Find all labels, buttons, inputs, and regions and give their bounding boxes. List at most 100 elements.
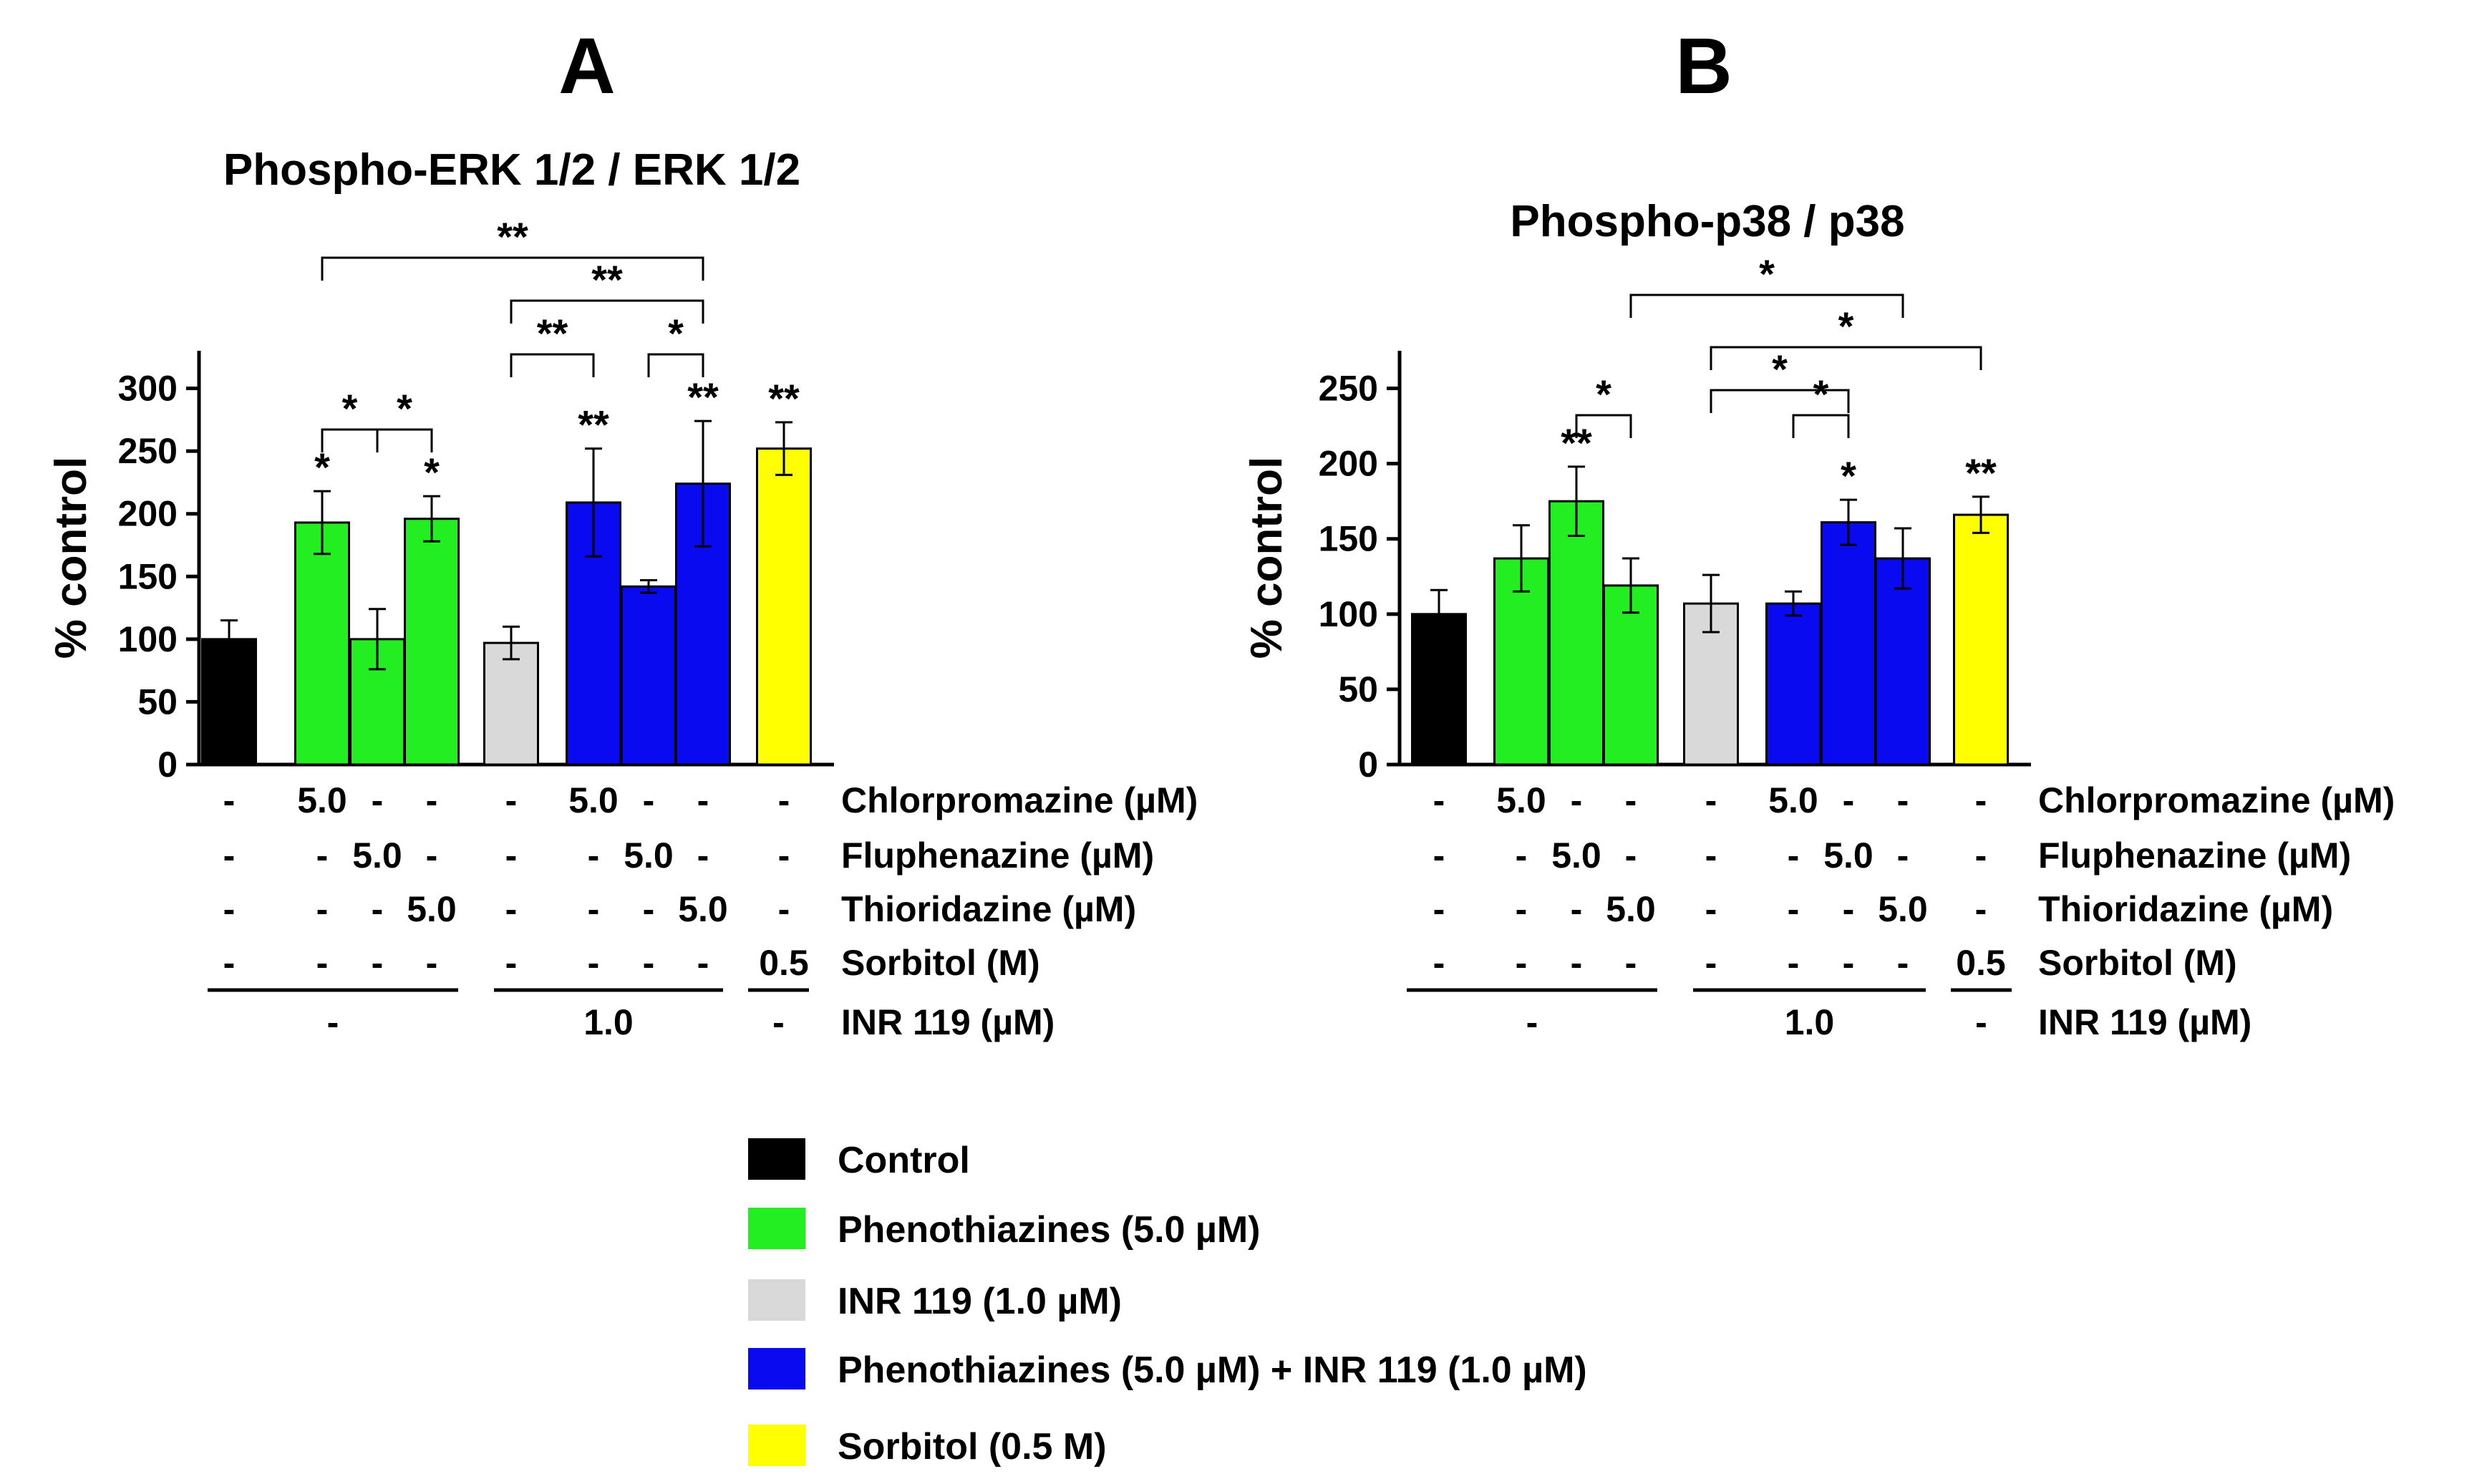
significance-label: * bbox=[314, 445, 330, 490]
comparison-bracket: * bbox=[376, 386, 433, 452]
condition-value: - bbox=[1897, 835, 1909, 876]
condition-value: - bbox=[1433, 889, 1445, 929]
inr-label: INR 119 (µM) bbox=[2038, 1002, 2251, 1042]
condition-value: - bbox=[588, 835, 600, 876]
y-tick-label: 300 bbox=[118, 369, 178, 409]
condition-value: - bbox=[778, 780, 790, 820]
error-bar bbox=[1894, 527, 1911, 590]
condition-value: - bbox=[426, 780, 438, 820]
condition-value: - bbox=[316, 835, 329, 876]
condition-value: - bbox=[1975, 889, 1987, 929]
condition-label: Chlorpromazine (µM) bbox=[841, 780, 1198, 820]
condition-label: Sorbitol (M) bbox=[841, 943, 1040, 983]
inr-value: - bbox=[1526, 1002, 1538, 1042]
condition-value: 5.0 bbox=[1878, 889, 1928, 929]
bar bbox=[1765, 602, 1821, 766]
condition-value: - bbox=[1705, 835, 1717, 876]
bracket-label: * bbox=[1813, 372, 1829, 417]
legend-label: Sorbitol (0.5 M) bbox=[838, 1426, 1107, 1468]
condition-value: 5.0 bbox=[1768, 780, 1818, 820]
bracket-label: * bbox=[342, 386, 358, 431]
condition-label: Thioridazine (µM) bbox=[841, 889, 1136, 929]
comparison-bracket: * bbox=[321, 386, 379, 452]
legend-label: Phenothiazines (5.0 µM) + INR 119 (1.0 µ… bbox=[838, 1349, 1587, 1391]
condition-value: - bbox=[1705, 889, 1717, 929]
error-bar bbox=[1430, 588, 1448, 639]
condition-value: - bbox=[697, 780, 709, 820]
bracket-label: * bbox=[397, 386, 412, 431]
condition-value: - bbox=[1975, 780, 1987, 820]
comparison-bracket: ** bbox=[510, 311, 595, 377]
bracket-label: ** bbox=[591, 257, 623, 302]
condition-label: Chlorpromazine (µM) bbox=[2038, 780, 2395, 820]
condition-value: - bbox=[372, 943, 384, 983]
condition-value: - bbox=[1788, 835, 1800, 876]
bar bbox=[1548, 500, 1604, 766]
condition-value: - bbox=[372, 889, 384, 929]
y-tick-label: 100 bbox=[118, 619, 178, 659]
condition-label: Sorbitol (M) bbox=[2038, 943, 2237, 983]
inr-value: 1.0 bbox=[1785, 1002, 1835, 1042]
legend: Control Phenothiazines (5.0 µM) INR 119 (1… bbox=[748, 1138, 1587, 1468]
condition-value: - bbox=[1571, 889, 1583, 929]
condition-value: 5.0 bbox=[678, 889, 728, 929]
y-tick-label: 250 bbox=[1319, 369, 1378, 409]
condition-value: - bbox=[778, 889, 790, 929]
legend-swatch bbox=[748, 1425, 805, 1466]
condition-value: - bbox=[316, 943, 329, 983]
condition-value: - bbox=[1625, 835, 1637, 876]
significance-label: * bbox=[1841, 453, 1856, 498]
y-tick-label: 150 bbox=[118, 556, 178, 596]
condition-value: - bbox=[426, 835, 438, 876]
panel-letter: B bbox=[1675, 22, 1732, 110]
inr-value: - bbox=[327, 1002, 339, 1042]
condition-value: 5.0 bbox=[568, 780, 619, 820]
significance-label: ** bbox=[1965, 450, 1997, 495]
y-tick-label: 100 bbox=[1319, 594, 1378, 634]
condition-value: 0.5 bbox=[759, 943, 809, 983]
condition-value: - bbox=[1705, 943, 1717, 983]
bracket-label: * bbox=[1759, 251, 1775, 296]
error-bar bbox=[694, 420, 712, 548]
y-tick-label: 200 bbox=[1319, 444, 1378, 484]
condition-label: Fluphenazine (µM) bbox=[2038, 835, 2351, 876]
bracket-label: * bbox=[1596, 372, 1611, 417]
condition-value: 5.0 bbox=[407, 889, 457, 929]
error-bar bbox=[640, 579, 657, 594]
y-tick-label: 0 bbox=[1358, 745, 1378, 785]
bar bbox=[1821, 521, 1876, 766]
condition-value: - bbox=[588, 889, 600, 929]
condition-value: 5.0 bbox=[624, 835, 674, 876]
condition-value: - bbox=[1571, 780, 1583, 820]
error-bar bbox=[1622, 557, 1639, 614]
comparison-bracket: * bbox=[1575, 372, 1632, 438]
condition-value: - bbox=[643, 889, 655, 929]
condition-label: Fluphenazine (µM) bbox=[841, 835, 1154, 876]
condition-value: - bbox=[643, 943, 655, 983]
error-bar bbox=[1513, 524, 1530, 593]
inr-label: INR 119 (µM) bbox=[841, 1002, 1055, 1042]
condition-value: - bbox=[316, 889, 329, 929]
comparison-bracket: * bbox=[1629, 251, 1904, 318]
condition-value: 5.0 bbox=[1496, 780, 1546, 820]
bracket-label: * bbox=[1838, 304, 1854, 349]
comparison-bracket: * bbox=[647, 311, 704, 377]
significance-label: ** bbox=[578, 402, 609, 447]
inr-value: 1.0 bbox=[583, 1002, 634, 1042]
y-tick-label: 0 bbox=[157, 745, 178, 785]
condition-value: - bbox=[426, 943, 438, 983]
condition-value: - bbox=[1843, 889, 1855, 929]
y-tick-label: 50 bbox=[137, 682, 178, 722]
condition-value: 5.0 bbox=[297, 780, 347, 820]
legend-swatch bbox=[748, 1208, 805, 1249]
bar bbox=[1493, 557, 1549, 766]
condition-value: - bbox=[505, 943, 518, 983]
error-bar bbox=[503, 625, 520, 661]
condition-value: - bbox=[505, 780, 518, 820]
y-tick-label: 150 bbox=[1319, 519, 1378, 559]
significance-label: ** bbox=[687, 374, 719, 420]
bar bbox=[1603, 584, 1659, 766]
error-bar bbox=[1972, 495, 1989, 534]
